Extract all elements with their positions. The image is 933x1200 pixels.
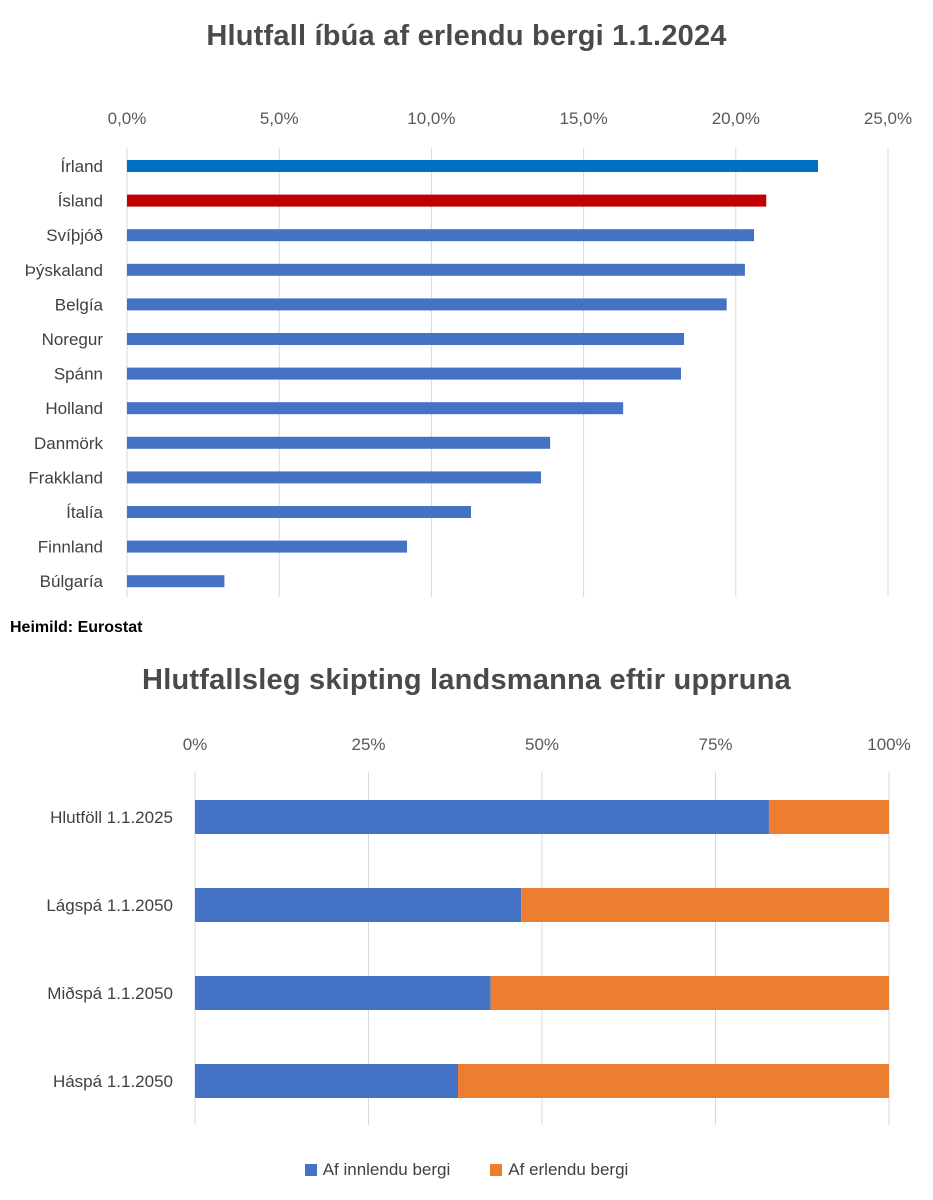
category-label: Belgía <box>55 295 104 314</box>
x-tick-label: 10,0% <box>407 109 455 128</box>
bar-segment <box>195 888 522 922</box>
bar <box>127 194 767 207</box>
x-tick-label: 20,0% <box>712 109 760 128</box>
legend-item-foreign: Af erlendu bergi <box>490 1160 628 1180</box>
chart-title-population-split: Hlutfallsleg skipting landsmanna eftir u… <box>142 664 791 696</box>
bar <box>127 540 408 553</box>
category-label: Frakkland <box>28 468 103 487</box>
bar-segment <box>195 976 491 1010</box>
x-tick-label: 25% <box>351 735 385 754</box>
category-label: Danmörk <box>34 434 103 453</box>
bar <box>127 160 818 172</box>
bar <box>127 436 551 449</box>
x-tick-label: 25,0% <box>864 109 912 128</box>
source-note: Heimild: Eurostat <box>10 619 143 636</box>
bar <box>127 367 682 380</box>
category-label: Ítalía <box>66 503 103 522</box>
category-label: Búlgaría <box>40 572 104 591</box>
category-label: Spánn <box>54 365 103 384</box>
bar <box>127 298 727 311</box>
x-tick-label: 100% <box>867 735 910 754</box>
legend-item-domestic: Af innlendu bergi <box>304 1160 451 1180</box>
legend: Af innlendu bergi Af erlendu bergi <box>0 1160 933 1180</box>
bar-segment <box>195 800 769 834</box>
chart-title-foreign-share: Hlutfall íbúa af erlendu bergi 1.1.2024 <box>206 20 727 52</box>
bar <box>127 263 745 276</box>
category-label: Þýskaland <box>25 261 103 280</box>
legend-label-foreign: Af erlendu bergi <box>508 1160 629 1179</box>
bar-segment <box>768 800 889 834</box>
x-tick-label: 0% <box>183 735 208 754</box>
category-label: Svíþjóð <box>46 226 103 245</box>
legend-swatch-domestic <box>304 1164 317 1176</box>
bar-segment <box>521 888 889 922</box>
bar-segment <box>458 1064 889 1098</box>
bar <box>127 506 471 518</box>
stacked-bar-chart-population-split: 0% 25% 50% 75% 100% Hlutföll 1.1.2025 Lágspá 1… <box>46 735 911 1125</box>
category-label: Miðspá 1.1.2050 <box>47 984 173 1003</box>
x-tick-label: 75% <box>698 735 732 754</box>
category-label: Háspá 1.1.2050 <box>53 1072 173 1091</box>
bar-segment <box>490 976 889 1010</box>
bar-segment <box>195 1064 459 1098</box>
category-label: Hlutföll 1.1.2025 <box>50 808 173 827</box>
category-label: Noregur <box>42 330 104 349</box>
bar <box>127 402 624 415</box>
category-label: Holland <box>45 399 103 418</box>
x-tick-label: 0,0% <box>108 109 147 128</box>
legend-label-domestic: Af innlendu bergi <box>322 1160 451 1179</box>
bar <box>127 333 685 345</box>
bar <box>127 229 755 242</box>
bar-chart-foreign-share: 0,0% 5,0% 10,0% 15,0% 20,0% 25,0% Írland Ísland… <box>25 109 912 597</box>
bar <box>127 471 541 484</box>
category-label: Írland <box>60 157 103 176</box>
x-tick-label: 15,0% <box>559 109 607 128</box>
x-tick-label: 50% <box>525 735 559 754</box>
category-label: Ísland <box>58 192 103 211</box>
legend-swatch-foreign <box>490 1164 503 1176</box>
x-tick-label: 5,0% <box>260 109 299 128</box>
category-label: Lágspá 1.1.2050 <box>46 896 173 915</box>
bar <box>127 575 225 588</box>
category-label: Finnland <box>38 538 103 557</box>
